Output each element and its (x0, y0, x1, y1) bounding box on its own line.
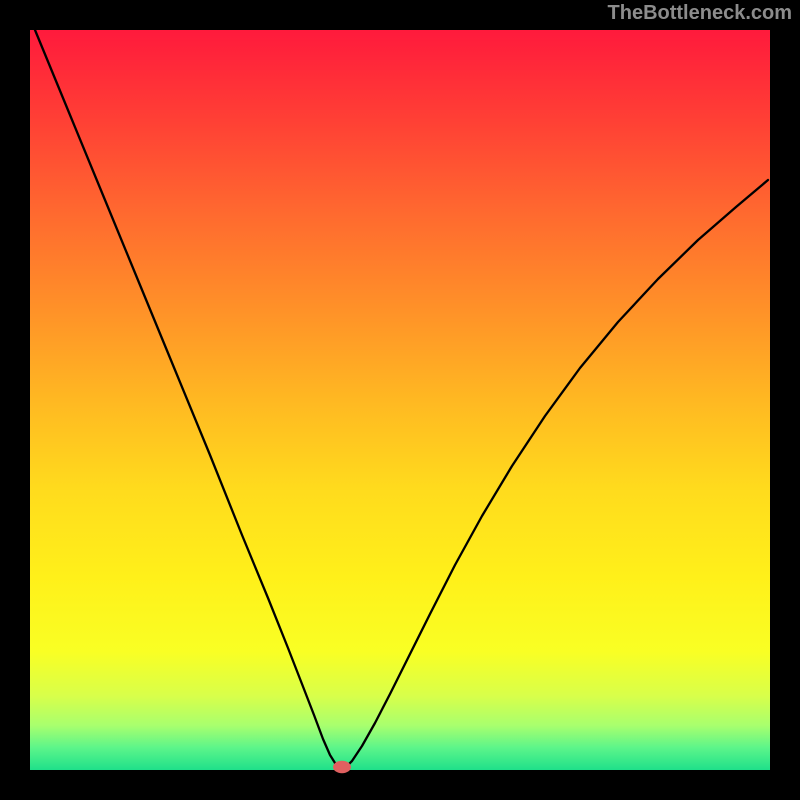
chart-svg (0, 0, 800, 800)
chart-container: TheBottleneck.com (0, 0, 800, 800)
minimum-marker (333, 761, 351, 773)
watermark-text: TheBottleneck.com (608, 2, 792, 25)
plot-background-gradient (30, 30, 770, 770)
